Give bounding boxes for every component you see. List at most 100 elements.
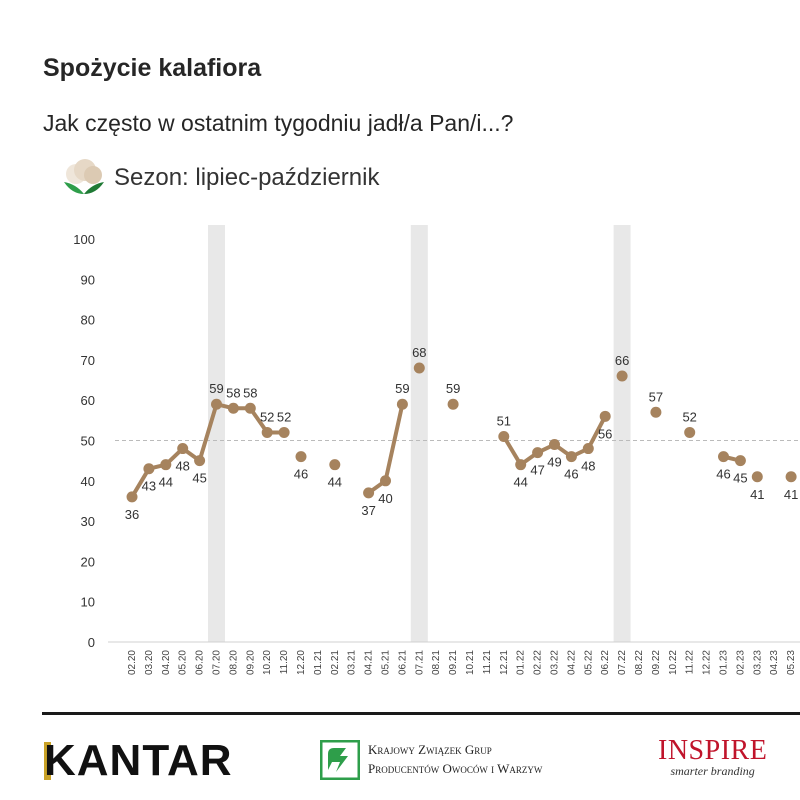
season-label: Sezon: lipiec-październik (114, 164, 380, 191)
data-label: 51 (497, 413, 511, 428)
inspire-tagline: smarter branding (670, 764, 755, 778)
data-label: 52 (277, 409, 291, 424)
kzgp-logo: Krajowy Związek Grup Producentów Owoców … (320, 740, 542, 780)
y-tick-label: 90 (81, 272, 95, 287)
x-tick-label: 11.20 (279, 650, 290, 675)
data-point (160, 459, 172, 471)
data-label: 36 (125, 507, 139, 522)
data-point (227, 402, 239, 414)
data-label: 58 (226, 385, 240, 400)
data-label: 40 (378, 491, 392, 506)
data-point (582, 443, 594, 455)
data-label: 58 (243, 385, 257, 400)
data-label: 52 (682, 409, 696, 424)
data-label: 49 (547, 455, 561, 470)
x-tick-label: 03.20 (144, 650, 155, 675)
x-tick-label: 10.20 (262, 650, 273, 675)
x-tick-label: 04.20 (161, 650, 172, 675)
data-point (295, 451, 307, 463)
data-label: 48 (581, 459, 595, 474)
data-label: 56 (598, 426, 612, 441)
data-point (532, 447, 544, 459)
x-tick-label: 07.22 (617, 650, 628, 675)
data-point (599, 410, 611, 422)
season-band (410, 225, 428, 642)
x-tick-label: 07.21 (414, 650, 425, 675)
data-point (261, 426, 273, 438)
kantar-logo-accent (44, 742, 51, 780)
data-point (616, 370, 628, 382)
data-point (549, 439, 560, 451)
data-label: 45 (192, 471, 206, 486)
season-legend: Sezon: lipiec-październik (62, 158, 379, 198)
data-point (718, 451, 729, 463)
x-tick-label: 11.22 (685, 650, 696, 675)
data-point (751, 471, 763, 483)
data-point (396, 398, 408, 410)
x-tick-label: 05.22 (583, 650, 594, 675)
x-tick-label: 03.22 (550, 650, 561, 675)
data-point (143, 463, 155, 475)
y-tick-label: 80 (81, 313, 95, 328)
data-point (447, 398, 459, 410)
x-tick-label: 08.22 (634, 650, 645, 675)
data-label: 37 (361, 503, 375, 518)
x-tick-label: 01.22 (516, 650, 527, 675)
x-tick-label: 05.23 (786, 650, 797, 675)
kantar-logo: KANTAR (44, 736, 233, 785)
data-label: 41 (784, 487, 798, 502)
season-band (613, 225, 631, 642)
inspire-logo: INSPIRE smarter branding (658, 735, 768, 779)
y-tick-label: 30 (81, 514, 95, 529)
data-label: 43 (142, 479, 156, 494)
footer-divider (42, 712, 800, 715)
data-label: 66 (615, 353, 629, 368)
data-label: 44 (513, 475, 527, 490)
x-tick-label: 05.20 (178, 650, 189, 675)
inspire-name: INSPIRE (658, 735, 768, 766)
x-tick-label: 09.20 (245, 650, 256, 675)
y-tick-label: 20 (81, 554, 95, 569)
data-label: 57 (649, 389, 663, 404)
data-point (515, 459, 527, 471)
data-point (565, 451, 577, 463)
data-point (734, 455, 746, 467)
x-tick-label: 12.21 (499, 650, 510, 675)
kzgp-emblem-icon (320, 740, 360, 780)
kzgp-name-line1: Krajowy Związek Grup (368, 742, 492, 757)
x-tick-label: 04.23 (769, 650, 780, 675)
y-tick-label: 50 (81, 434, 95, 449)
x-tick-label: 03.23 (752, 650, 763, 675)
data-point (363, 487, 375, 499)
x-tick-label: 08.20 (228, 650, 239, 675)
data-label: 68 (412, 345, 426, 360)
x-tick-label: 06.22 (600, 650, 611, 675)
line-chart: 0 10 20 30 40 50 60 70 80 90 100 02.20 03.20 04.20 05.… (73, 225, 800, 675)
y-tick-label: 10 (81, 595, 95, 610)
data-point (380, 475, 391, 487)
data-point (413, 362, 425, 374)
data-label: 46 (716, 467, 730, 482)
x-tick-label: 01.23 (719, 650, 730, 675)
x-tick-label: 01.21 (313, 650, 324, 675)
x-tick-label: 03.21 (347, 650, 358, 675)
x-tick-label: 02.20 (127, 650, 138, 675)
data-label: 48 (175, 459, 189, 474)
data-label: 47 (530, 463, 544, 478)
data-point (211, 398, 222, 410)
x-tick-label: 10.21 (465, 650, 476, 675)
x-tick-label: 12.20 (296, 650, 307, 675)
x-tick-label: 06.21 (397, 650, 408, 675)
x-tick-label: 09.21 (448, 650, 459, 675)
x-tick-label: 02.21 (330, 650, 341, 675)
data-point (194, 455, 206, 467)
y-tick-label: 100 (73, 232, 95, 247)
chart-subtitle: Jak często w ostatnim tygodniu jadł/a Pa… (43, 110, 514, 136)
data-label: 59 (446, 381, 460, 396)
y-tick-label: 40 (81, 474, 95, 489)
data-label: 45 (733, 471, 747, 486)
season-band (208, 225, 225, 642)
data-point (126, 491, 138, 503)
data-label: 44 (328, 475, 342, 490)
x-tick-label: 05.21 (381, 650, 392, 675)
